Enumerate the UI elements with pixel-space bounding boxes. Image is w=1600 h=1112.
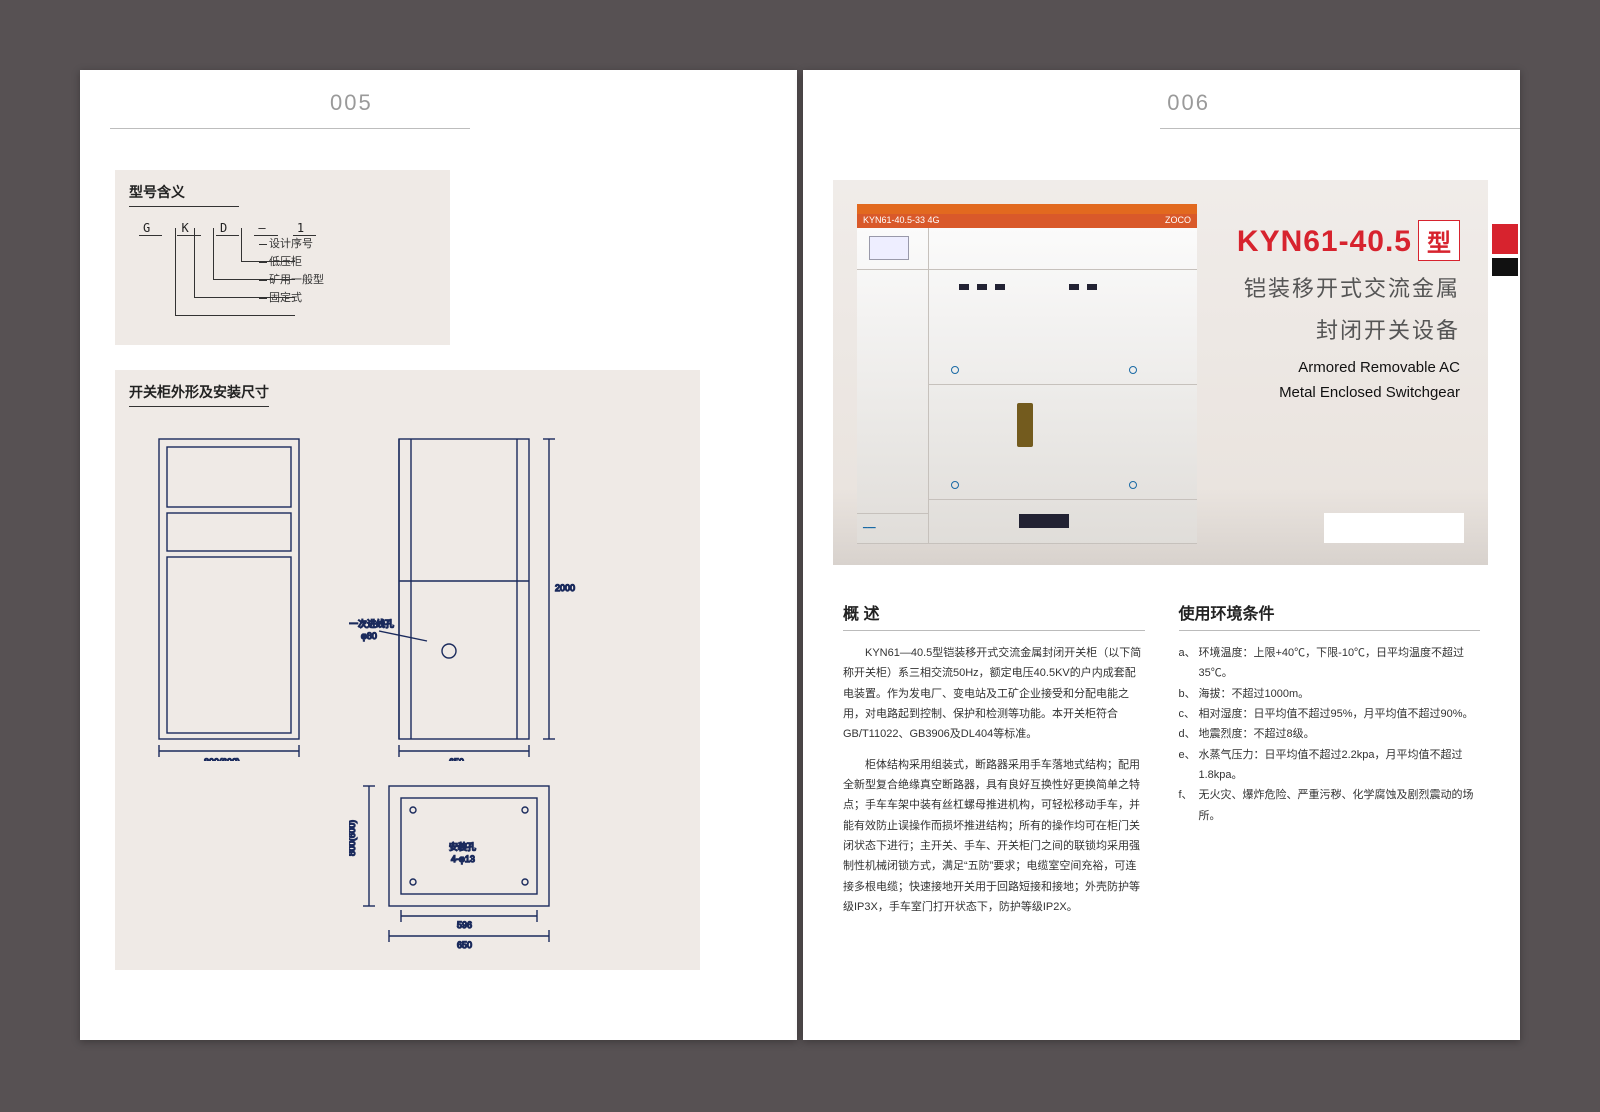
page-left: 005 型号含义 G K D – 1 设计序号 低压柜 矿用一般型 固定式 开关… [80, 70, 797, 1040]
product-subtitle-cn-2: 封闭开关设备 [1217, 313, 1460, 345]
model-meaning-title: 型号含义 [129, 182, 239, 207]
page-spread: 005 型号含义 G K D – 1 设计序号 低压柜 矿用一般型 固定式 开关… [80, 70, 1520, 1040]
overview-p2: 柜体结构采用组装式，断路器采用手车落地式结构；配用全新型复合绝缘真空断路器，具有… [843, 755, 1145, 918]
environment-item: e、水蒸气压力：日平均值不超过2.2kpa，月平均值不超过1.8kpa。 [1179, 745, 1481, 786]
front-elevation: 800(600) [149, 431, 319, 761]
product-title: KYN61-40.5型 [1217, 220, 1460, 261]
accent-black-bar [1492, 258, 1518, 276]
dimensions-title: 开关柜外形及安装尺寸 [129, 382, 269, 407]
page-number-left: 005 [330, 90, 373, 116]
overview-column: 概 述 KYN61—40.5型铠装移开式交流金属封闭开关柜（以下简称开关柜）系三… [843, 600, 1145, 927]
environment-list: a、环境温度：上限+40℃，下限-10℃，日平均温度不超过35℃。b、海拔：不超… [1179, 643, 1481, 826]
cabinet-model-strip: KYN61-40.5-33 4G ZOCO [857, 214, 1197, 228]
svg-text:650: 650 [457, 940, 472, 950]
model-meaning-block: 型号含义 G K D – 1 设计序号 低压柜 矿用一般型 固定式 [115, 170, 450, 345]
environment-item: a、环境温度：上限+40℃，下限-10℃，日平均温度不超过35℃。 [1179, 643, 1481, 684]
white-patch [1324, 513, 1464, 543]
svg-text:2000: 2000 [555, 583, 575, 593]
page-right: 006 KYN61-40.5-33 4G ZOCO ━━━ [803, 70, 1520, 1040]
environment-item: f、无火灾、爆炸危险、严重污秽、化学腐蚀及剧烈震动的场所。 [1179, 785, 1481, 826]
dimensions-block: 开关柜外形及安装尺寸 800(600) [115, 370, 700, 970]
side-elevation: 一次进线孔 φ80 650 2000 [349, 431, 589, 761]
svg-text:800(600): 800(600) [204, 757, 240, 761]
svg-text:安装孔: 安装孔 [449, 841, 476, 852]
svg-text:596: 596 [457, 920, 472, 930]
product-subtitle-en-1: Armored Removable AC [1217, 357, 1460, 380]
environment-item: b、海拔：不超过1000m。 [1179, 684, 1481, 704]
product-title-block: KYN61-40.5型 铠装移开式交流金属 封闭开关设备 Armored Rem… [1197, 180, 1488, 565]
product-subtitle-en-2: Metal Enclosed Switchgear [1217, 382, 1460, 405]
environment-column: 使用环境条件 a、环境温度：上限+40℃，下限-10℃，日平均温度不超过35℃。… [1179, 600, 1481, 927]
svg-text:650: 650 [449, 757, 464, 761]
product-hero: KYN61-40.5-33 4G ZOCO ━━━ [833, 180, 1488, 565]
plan-view: 安装孔 4-φ13 596 650 800(600) [349, 776, 589, 956]
overview-p1: KYN61—40.5型铠装移开式交流金属封闭开关柜（以下简称开关柜）系三相交流5… [843, 643, 1145, 745]
model-code: G K D – 1 [139, 221, 436, 235]
accent-red-bar [1492, 224, 1518, 254]
model-code-labels: 设计序号 低压柜 矿用一般型 固定式 [269, 235, 436, 307]
cabinet-photo: KYN61-40.5-33 4G ZOCO ━━━ [857, 204, 1197, 544]
product-subtitle-cn-1: 铠装移开式交流金属 [1217, 271, 1460, 303]
svg-text:一次进线孔: 一次进线孔 [349, 618, 394, 629]
page-number-right: 006 [1167, 90, 1210, 116]
svg-text:φ80: φ80 [361, 631, 377, 641]
svg-text:800(600): 800(600) [349, 820, 357, 856]
environment-item: d、地震烈度：不超过8级。 [1179, 724, 1481, 744]
overview-heading: 概 述 [843, 600, 1145, 631]
text-columns: 概 述 KYN61—40.5型铠装移开式交流金属封闭开关柜（以下简称开关柜）系三… [843, 600, 1480, 927]
dimension-drawing: 800(600) 一次进线孔 φ80 650 [129, 421, 686, 961]
environment-heading: 使用环境条件 [1179, 600, 1481, 631]
environment-item: c、相对湿度：日平均值不超过95%，月平均值不超过90%。 [1179, 704, 1481, 724]
svg-text:4-φ13: 4-φ13 [451, 854, 475, 864]
